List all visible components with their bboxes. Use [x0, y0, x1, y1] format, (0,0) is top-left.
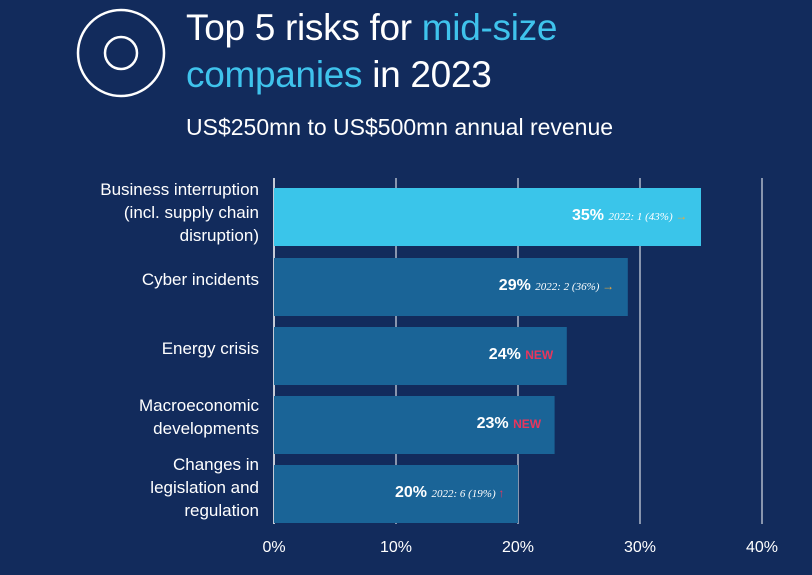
value-text: 35%	[572, 207, 609, 224]
x-tick-label: 10%	[379, 539, 413, 556]
value-text: 20%	[395, 484, 432, 501]
arrow-right-icon: →	[602, 279, 615, 293]
category-label: Business interruption (incl. supply chai…	[100, 179, 259, 245]
bar	[274, 188, 701, 246]
category-label: Cyber incidents	[141, 269, 259, 289]
prior-year-note: 2022: 6 (19%)	[431, 488, 499, 500]
bar	[274, 258, 628, 316]
category-label: Energy crisis	[161, 338, 259, 358]
arrow-right-icon: →	[675, 209, 688, 223]
chart-subtitle: US$250mn to US$500mn annual revenue	[186, 114, 614, 140]
x-tick-label: 0%	[262, 539, 286, 556]
new-badge: NEW	[525, 348, 554, 362]
new-badge: NEW	[513, 417, 542, 431]
arrow-up-icon: ↑	[498, 486, 505, 500]
x-tick-label: 20%	[501, 539, 535, 556]
bar	[274, 465, 518, 523]
logo-circle-icon	[76, 8, 166, 98]
value-text: 29%	[498, 277, 536, 294]
x-tick-label: 40%	[745, 539, 779, 556]
value-text: 23%	[476, 415, 514, 432]
title-highlight-1: mid-size	[421, 7, 558, 48]
title-highlight-2: companies	[186, 54, 363, 95]
value-label: 35% 2022: 1 (43%) →	[572, 206, 687, 227]
category-label: Changes in legislation and regulation	[150, 454, 259, 520]
value-label: 23% NEW	[477, 414, 541, 434]
prior-year-note: 2022: 2 (36%)	[535, 281, 603, 293]
category-label: Macroeconomic developments	[139, 396, 259, 438]
title-text-1: Top 5 risks for	[186, 7, 422, 48]
value-label: 24% NEW	[489, 345, 553, 365]
chart-title: Top 5 risks for mid-size companies in 20…	[186, 4, 557, 98]
value-label: 20% 2022: 6 (19%) ↑	[395, 483, 504, 504]
value-label: 29% 2022: 2 (36%) →	[499, 276, 614, 297]
title-text-2: in 2023	[362, 54, 492, 95]
value-text: 24%	[488, 346, 526, 363]
prior-year-note: 2022: 1 (43%)	[608, 211, 676, 223]
bar	[274, 396, 555, 454]
bar	[274, 327, 567, 385]
x-tick-label: 30%	[623, 539, 657, 556]
